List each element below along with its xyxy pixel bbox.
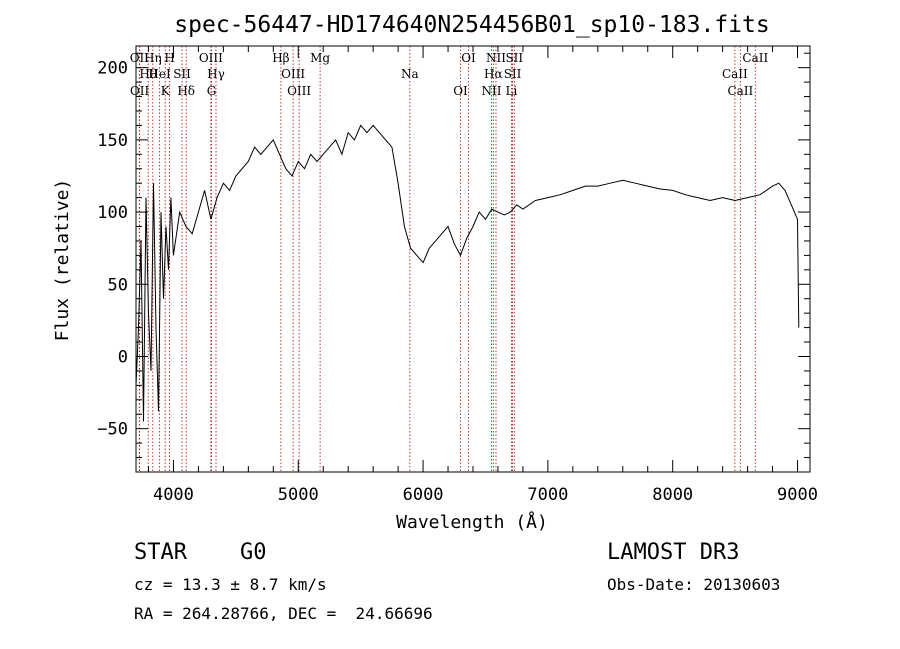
spectral-line-labels: OIIHθOIIHηHeIKHSIIHδOIIIHγGHβOIIIOIIIMgN… [130,51,769,98]
y-tick-label: 50 [108,275,128,295]
redshift-label: cz = 13.3 ± 8.7 km/s [134,575,327,594]
spectral-line-label: Hθ [139,67,157,81]
x-tick-label: 4000 [153,485,194,505]
spectral-line-label: K [161,84,171,98]
y-axis-label: Flux (relative) [52,179,73,342]
spectral-line-label: G [207,84,217,98]
spectral-line-label: NII [486,51,506,65]
y-tick-label: 100 [97,203,128,223]
spectral-line-label: SII [504,67,522,81]
spectral-line-label: H [164,51,174,65]
x-axis-ticks: 4000 5000 6000 7000 8000 9000 [147,46,818,505]
spectral-line-label: OII [130,51,150,65]
spectral-line-label: Hγ [207,67,225,81]
y-tick-label: 200 [97,59,128,79]
object-class-label: STAR G0 [134,540,267,565]
coordinates-label: RA = 264.28766, DEC = 24.66696 [134,604,433,623]
x-tick-label: 7000 [527,485,568,505]
spectral-line-label: NII [481,84,501,98]
x-tick-label: 8000 [652,485,693,505]
spectral-line-label: SII [505,51,523,65]
y-axis-ticks: −50 0 50 100 150 200 [97,52,810,459]
spectral-line-label: OI [453,84,468,98]
y-tick-label: 150 [97,131,128,151]
spectral-line-label: Li [506,84,518,98]
plot-frame [135,45,811,473]
spectral-line-label: SII [173,67,191,81]
spectral-line-label: Na [401,67,419,81]
spectrum-line [135,124,800,422]
spectral-line-label: CaII [722,67,748,81]
spectral-line-label: Hη [144,51,162,65]
x-tick-label: 9000 [777,485,818,505]
spectral-line-label: HeI [148,67,171,81]
spectral-line-label: OI [461,51,476,65]
chart-title: spec-56447-HD174640N254456B01_sp10-183.f… [174,12,769,38]
y-tick-label: −50 [97,420,128,440]
spectral-line-label: Hβ [272,51,289,65]
spectral-line-label: Hδ [177,84,195,98]
spectral-line-label: OIII [199,51,223,65]
spectral-line-markers [138,46,756,472]
y-tick-label: 0 [118,347,128,367]
obs-date-label: Obs-Date: 20130603 [607,575,781,594]
spectral-line-label: Mg [310,51,330,65]
spectral-line-label: OII [130,84,150,98]
spectral-line-label: OIII [281,67,305,81]
spectral-line-label: CaII [727,84,753,98]
x-tick-label: 6000 [403,485,444,505]
x-tick-label: 5000 [278,485,319,505]
spectral-line-label: CaII [742,51,768,65]
spectral-line-label: Hα [484,67,503,81]
x-axis-label: Wavelength (Å) [396,511,548,533]
spectral-line-label: OIII [287,84,311,98]
survey-label: LAMOST DR3 [607,540,740,565]
